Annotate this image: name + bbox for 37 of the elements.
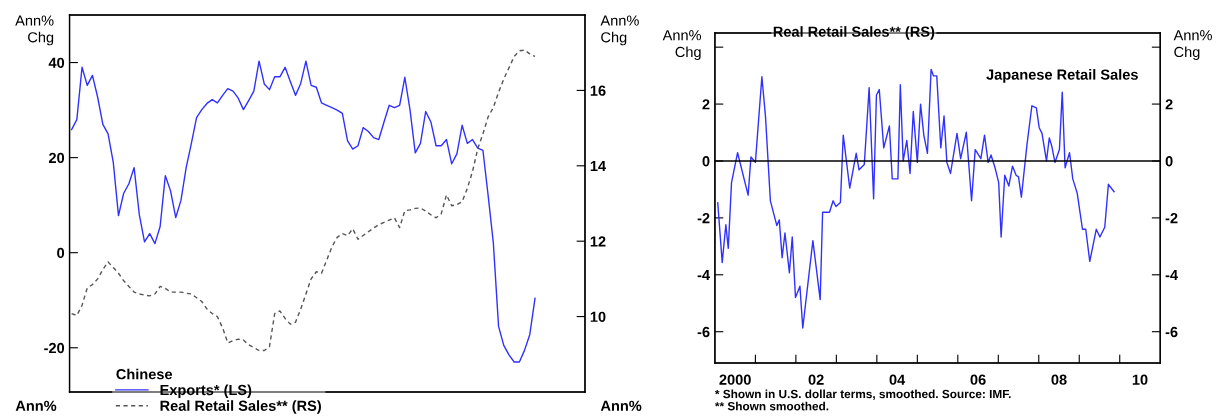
y-tick-label: 0 <box>702 156 710 167</box>
y2-tick-label: 16 <box>590 85 606 96</box>
y-tick-label: -4 <box>697 270 710 281</box>
text: * Shown in U.S. dollar terms, smoothed. Source: IMF. <box>714 389 1011 400</box>
y-tick-label: -20 <box>44 342 65 354</box>
y2-tick-label: 10 <box>590 311 606 323</box>
text: Ann% <box>600 400 642 411</box>
y2-tick-label: -6 <box>1165 326 1178 338</box>
y-tick-label: 2 <box>702 99 710 110</box>
y-tick-label: 0 <box>57 247 65 259</box>
y-tick-label: -6 <box>697 326 710 338</box>
text: ** Shown smoothed. <box>714 401 829 411</box>
x-tick-label: 06 <box>970 374 986 385</box>
legend-title: Chinese <box>116 368 173 380</box>
y-tick-label: 20 <box>48 152 65 164</box>
y2-tick-label: 2 <box>1165 99 1173 110</box>
legend-label: Exports* (LS) <box>160 384 252 399</box>
text: Japanese Retail Sales <box>986 69 1138 83</box>
y-axis-title: Ann% Chg <box>15 15 54 46</box>
x-tick-label: 10 <box>1132 374 1148 385</box>
y2-tick-label: -4 <box>1165 270 1178 281</box>
y2-axis-title: Ann% Chg <box>600 15 639 46</box>
annotation: Real Retail Sales** (RS) <box>773 26 935 40</box>
x-tick-label: 04 <box>889 374 906 385</box>
x-tick-label: 08 <box>1051 374 1067 385</box>
y2-tick-label: -2 <box>1165 212 1178 224</box>
x-tick-label: 2000 <box>719 374 751 385</box>
legend-label: Real Retail Sales** (RS) <box>160 400 321 414</box>
y2-tick-label: 14 <box>590 161 606 172</box>
y-tick-label: -2 <box>697 212 710 224</box>
y2-tick-label: 12 <box>590 236 606 247</box>
y2-axis-title: Ann% Chg <box>1173 30 1212 60</box>
x-tick-label: 02 <box>808 374 824 385</box>
y2-tick-label: 0 <box>1165 156 1173 167</box>
y-axis-title: Ann% Chg <box>662 30 702 60</box>
y-tick-label: 40 <box>48 57 65 68</box>
text: Ann% <box>15 400 57 411</box>
